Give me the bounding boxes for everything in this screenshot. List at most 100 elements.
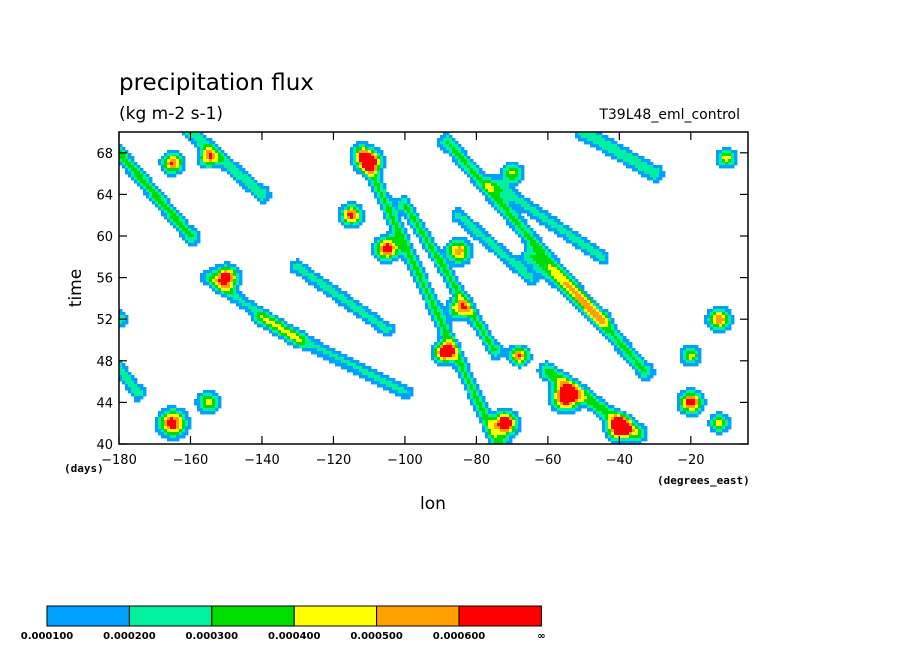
contour-cell: [521, 252, 525, 256]
contour-cell: [311, 342, 315, 346]
contour-cell: [641, 360, 645, 364]
contour-cell: [233, 267, 237, 271]
contour-cell: [506, 429, 510, 433]
contour-cell: [263, 324, 267, 328]
contour-cell: [500, 408, 504, 412]
contour-cell: [125, 162, 129, 166]
contour-cell: [599, 141, 603, 145]
contour-cell: [365, 366, 369, 370]
contour-cell: [281, 330, 285, 334]
contour-cell: [353, 156, 357, 160]
contour-cell: [461, 363, 465, 367]
contour-cell: [377, 165, 381, 169]
contour-cell: [446, 246, 450, 250]
contour-cell: [611, 432, 615, 436]
contour-cell: [491, 420, 495, 424]
contour-cell: [635, 366, 639, 370]
contour-cell: [461, 354, 465, 358]
contour-cell: [185, 432, 189, 436]
contour-cell: [623, 153, 627, 157]
contour-cell: [599, 396, 603, 400]
contour-cell: [656, 171, 660, 175]
contour-cell: [470, 375, 474, 379]
contour-cell: [539, 222, 543, 226]
contour-cell: [518, 261, 522, 265]
contour-cell: [365, 153, 369, 157]
contour-cell: [509, 414, 513, 418]
contour-cell: [386, 231, 390, 235]
contour-cell: [551, 375, 555, 379]
contour-cell: [269, 312, 273, 316]
contour-cell: [464, 315, 468, 319]
contour-cell: [629, 150, 633, 154]
contour-cell: [548, 267, 552, 271]
contour-cell: [497, 198, 501, 202]
contour-cell: [713, 327, 717, 331]
contour-cell: [539, 258, 543, 262]
contour-cell: [182, 411, 186, 415]
contour-cell: [479, 390, 483, 394]
contour-cell: [302, 276, 306, 280]
contour-cell: [434, 306, 438, 310]
contour-cell: [314, 285, 318, 289]
contour-cell: [410, 270, 414, 274]
contour-cell: [644, 372, 648, 376]
contour-cell: [524, 198, 528, 202]
contour-cell: [473, 384, 477, 388]
contour-cell: [614, 408, 618, 412]
contour-cell: [437, 315, 441, 319]
contour-cell: [371, 147, 375, 151]
contour-cell: [392, 207, 396, 211]
contour-cell: [464, 291, 468, 295]
contour-cell: [179, 417, 183, 421]
contour-cell: [179, 225, 183, 229]
contour-cell: [461, 375, 465, 379]
contour-cell: [461, 378, 465, 382]
contour-cell: [467, 174, 471, 178]
contour-cell: [515, 363, 519, 367]
contour-cell: [527, 282, 531, 286]
contour-cell: [551, 279, 555, 283]
contour-cell: [401, 384, 405, 388]
contour-cell: [692, 354, 696, 358]
contour-cell: [602, 150, 606, 154]
contour-cell: [410, 216, 414, 220]
contour-cell: [245, 309, 249, 313]
contour-cell: [395, 201, 399, 205]
contour-cell: [356, 207, 360, 211]
contour-cell: [578, 408, 582, 412]
contour-cell: [503, 417, 507, 421]
contour-cell: [515, 198, 519, 202]
contour-cell: [587, 396, 591, 400]
contour-cell: [359, 168, 363, 172]
contour-cell: [443, 339, 447, 343]
contour-cell: [371, 189, 375, 193]
contour-cell: [446, 321, 450, 325]
contour-cell: [308, 279, 312, 283]
contour-cell: [617, 420, 621, 424]
contour-cell: [164, 198, 168, 202]
contour-cell: [479, 333, 483, 337]
contour-cell: [644, 369, 648, 373]
contour-cell: [218, 405, 222, 409]
contour-cell: [245, 183, 249, 187]
contour-cell: [416, 258, 420, 262]
contour-cell: [497, 426, 501, 430]
contour-cell: [314, 351, 318, 355]
contour-cell: [254, 318, 258, 322]
contour-cell: [122, 366, 126, 370]
contour-cell: [488, 192, 492, 196]
contour-cell: [476, 225, 480, 229]
contour-cell: [386, 222, 390, 226]
contour-cell: [443, 321, 447, 325]
contour-cell: [500, 423, 504, 427]
contour-cell: [581, 132, 585, 136]
contour-cell: [713, 318, 717, 322]
contour-cell: [449, 321, 453, 325]
contour-cell: [524, 225, 528, 229]
contour-cell: [449, 348, 453, 352]
contour-cell: [191, 141, 195, 145]
contour-cell: [584, 312, 588, 316]
contour-cell: [455, 354, 459, 358]
contour-cell: [233, 291, 237, 295]
